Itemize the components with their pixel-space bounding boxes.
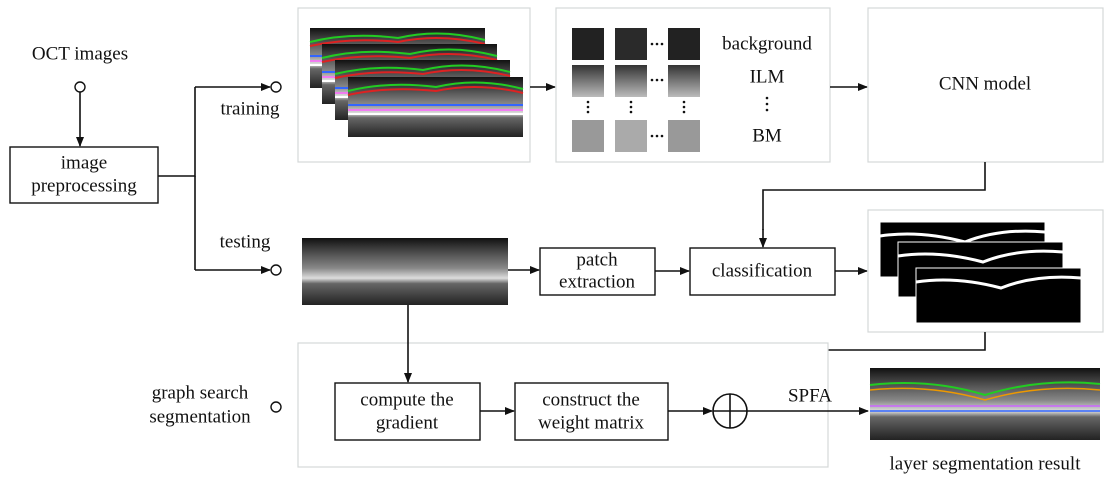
compute-label: compute the [360, 389, 453, 410]
patch-extraction-label: extraction [559, 271, 635, 292]
oct-image [348, 77, 523, 137]
patch-extraction-label: patch [576, 249, 618, 270]
combine [713, 394, 747, 428]
branch-label: segmentation [149, 406, 251, 427]
connector [158, 87, 195, 176]
construct-label: construct the [542, 389, 640, 410]
class-label: BM [752, 125, 782, 146]
spfa-label: SPFA [788, 385, 832, 406]
port [271, 82, 281, 92]
input-label: OCT images [32, 43, 128, 64]
preprocessing-label: preprocessing [31, 175, 137, 196]
probability-map [916, 268, 1081, 323]
preprocessing-label: image [61, 152, 107, 173]
result-label: layer segmentation result [890, 453, 1082, 474]
branch-label: testing [220, 231, 271, 252]
test-image [302, 238, 508, 305]
cnn-label: CNN model [939, 73, 1031, 94]
diagram: OCT images image preprocessing training … [0, 0, 1113, 479]
port [75, 82, 85, 92]
result-image [870, 368, 1100, 440]
port [271, 402, 281, 412]
compute-label: gradient [376, 412, 439, 433]
class-label: ILM [750, 66, 785, 87]
class-label: background [722, 33, 812, 54]
construct-label: weight matrix [538, 412, 645, 433]
port [271, 265, 281, 275]
branch-label: graph search [152, 382, 249, 403]
branch-label: training [220, 98, 280, 119]
classification-label: classification [712, 260, 813, 281]
